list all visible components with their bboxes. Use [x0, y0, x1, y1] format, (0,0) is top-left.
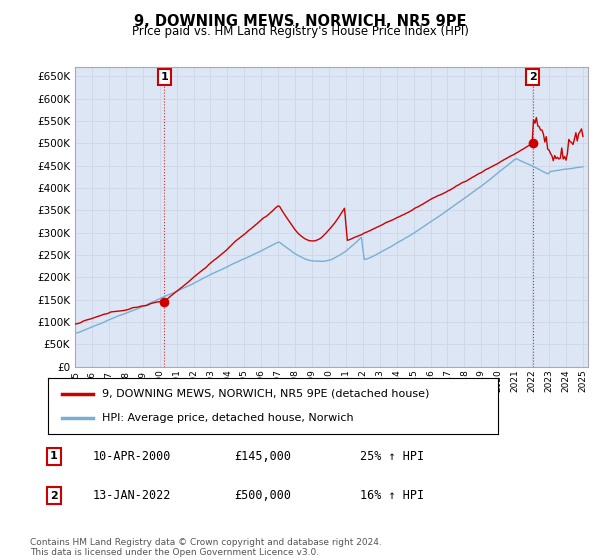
Text: 9, DOWNING MEWS, NORWICH, NR5 9PE (detached house): 9, DOWNING MEWS, NORWICH, NR5 9PE (detac… — [102, 389, 430, 399]
Text: HPI: Average price, detached house, Norwich: HPI: Average price, detached house, Norw… — [102, 413, 353, 423]
Text: 1: 1 — [160, 72, 168, 82]
Text: Price paid vs. HM Land Registry's House Price Index (HPI): Price paid vs. HM Land Registry's House … — [131, 25, 469, 38]
Text: 2: 2 — [529, 72, 536, 82]
Text: 10-APR-2000: 10-APR-2000 — [93, 450, 172, 463]
Text: Contains HM Land Registry data © Crown copyright and database right 2024.
This d: Contains HM Land Registry data © Crown c… — [30, 538, 382, 557]
Text: 1: 1 — [50, 451, 58, 461]
Text: £500,000: £500,000 — [234, 489, 291, 502]
Text: 2: 2 — [50, 491, 58, 501]
Text: 9, DOWNING MEWS, NORWICH, NR5 9PE: 9, DOWNING MEWS, NORWICH, NR5 9PE — [134, 14, 466, 29]
Text: 13-JAN-2022: 13-JAN-2022 — [93, 489, 172, 502]
Text: 25% ↑ HPI: 25% ↑ HPI — [360, 450, 424, 463]
Text: £145,000: £145,000 — [234, 450, 291, 463]
Text: 16% ↑ HPI: 16% ↑ HPI — [360, 489, 424, 502]
